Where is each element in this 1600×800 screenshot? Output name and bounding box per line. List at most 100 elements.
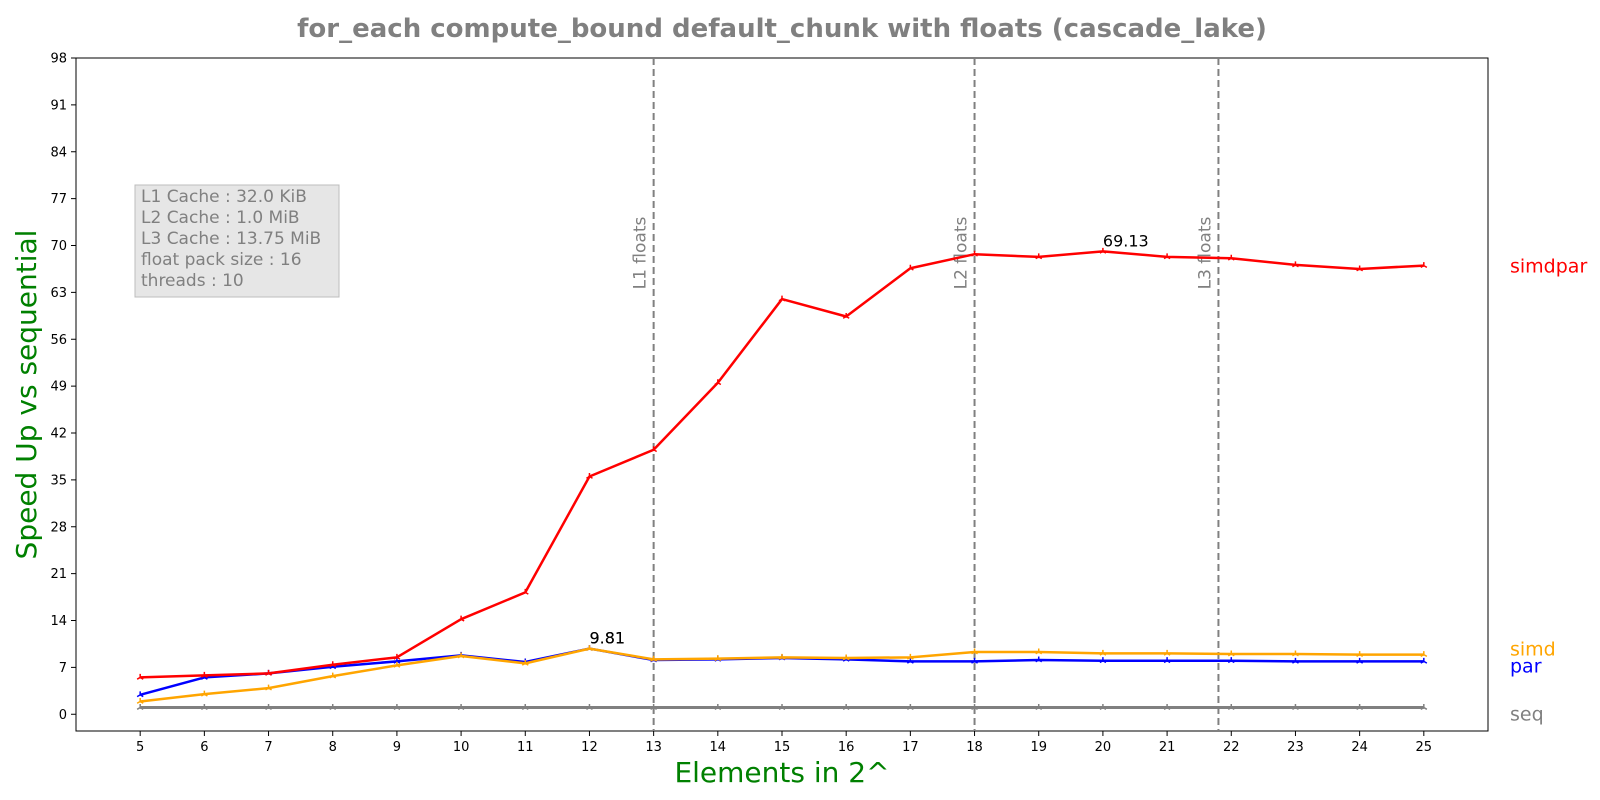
data-point-simdpar	[1420, 262, 1428, 268]
data-point-simd	[586, 645, 593, 652]
data-point-par	[1356, 657, 1364, 664]
data-point-simdpar	[200, 671, 208, 678]
data-point-simd	[714, 655, 722, 662]
data-label: 9.81	[589, 629, 625, 648]
y-tick-label: 35	[50, 473, 67, 488]
data-point-simdpar	[1099, 247, 1107, 254]
data-point-simd	[842, 654, 850, 661]
data-point-simdpar	[136, 673, 144, 680]
data-point-seq	[393, 704, 401, 710]
data-point-simdpar	[778, 295, 786, 302]
data-point-seq	[778, 704, 786, 710]
series-label-simd: simd	[1510, 639, 1556, 661]
info-box-bg	[134, 184, 340, 298]
data-point-simd	[650, 655, 658, 662]
y-tick-label: 77	[50, 192, 67, 207]
data-point-simd	[1163, 649, 1171, 656]
series-label-simdpar: simdpar	[1510, 256, 1587, 278]
data-point-seq	[586, 704, 593, 710]
cache-line-label: L2 floats	[952, 216, 972, 289]
x-tick-label: 13	[645, 740, 662, 755]
y-tick-label: 70	[50, 239, 67, 254]
x-tick-label: 17	[902, 740, 919, 755]
data-point-simd	[778, 653, 786, 660]
y-axis-label: Speed Up vs sequential	[10, 230, 43, 560]
data-point-seq	[1227, 704, 1235, 710]
data-point-seq	[265, 704, 272, 710]
data-point-seq	[200, 704, 208, 710]
data-point-seq	[457, 704, 465, 710]
data-label: 9.81	[589, 629, 625, 648]
y-tick-label: 84	[50, 145, 67, 160]
y-tick-label: 98	[50, 52, 67, 67]
cache-line-label: L1 floats	[631, 216, 651, 289]
y-tick-label: 42	[50, 427, 67, 442]
x-tick-label: 24	[1351, 740, 1368, 755]
y-tick-label: 0	[59, 708, 67, 723]
x-tick-label: 14	[710, 740, 727, 755]
data-point-seq	[521, 704, 529, 710]
data-point-simdpar	[457, 615, 465, 622]
plot-area	[75, 57, 1489, 732]
x-tick-label: 8	[329, 740, 337, 755]
data-point-simd	[971, 648, 978, 655]
cache-lines: L1 floats L2 floats L3 floats	[631, 58, 1220, 731]
x-tick-label: 7	[264, 740, 272, 755]
data-point-simd	[457, 652, 465, 659]
data-point-par	[1099, 657, 1107, 664]
x-tick-label: 11	[517, 740, 534, 755]
data-point-par	[136, 691, 144, 698]
x-tick-label: 16	[838, 740, 855, 755]
data-point-par	[971, 657, 978, 664]
y-tick-label: 28	[50, 520, 67, 535]
chart-title: for_each compute_bound default_chunk wit…	[297, 14, 1267, 44]
data-point-seq	[1099, 704, 1107, 710]
data-point-simdpar	[265, 669, 272, 676]
y-tick-label: 63	[50, 286, 67, 301]
y-tick-label: 91	[50, 98, 67, 113]
data-point-simdpar	[329, 661, 337, 668]
data-point-seq	[971, 704, 978, 710]
data-point-par	[1292, 657, 1299, 664]
data-point-par	[1035, 656, 1043, 663]
x-tick-label: 21	[1159, 740, 1176, 755]
data-point-par	[1420, 657, 1428, 664]
data-point-simdpar	[1035, 253, 1043, 260]
data-point-simdpar	[714, 379, 722, 386]
x-tick-label: 9	[393, 740, 401, 755]
x-tick-label: 22	[1223, 740, 1240, 755]
y-tick-label: 7	[59, 661, 67, 676]
series-group	[136, 247, 1428, 710]
x-tick-label: 6	[200, 740, 208, 755]
data-point-simd	[1099, 649, 1107, 656]
data-point-simdpar	[393, 653, 401, 660]
data-point-simdpar	[971, 250, 978, 257]
data-point-simd	[1292, 650, 1299, 657]
x-tick-label: 5	[136, 740, 144, 755]
data-point-simdpar	[521, 588, 529, 595]
x-tick-label: 12	[581, 740, 598, 755]
data-point-simdpar	[1163, 253, 1171, 260]
data-point-seq	[1420, 704, 1428, 710]
data-point-seq	[136, 704, 144, 710]
y-tick-label: 49	[50, 380, 67, 395]
data-point-simd	[906, 653, 914, 660]
data-point-par	[1163, 657, 1171, 664]
y-tick-label: 21	[50, 567, 67, 582]
data-point-simd	[329, 672, 337, 679]
x-tick-label: 20	[1095, 740, 1112, 755]
x-tick-label: 18	[966, 740, 983, 755]
data-point-simd	[200, 690, 208, 697]
info-line: threads : 10	[141, 271, 244, 291]
info-line: L1 Cache : 32.0 KiB	[141, 187, 307, 207]
x-tick-label: 25	[1416, 740, 1433, 755]
x-tick-label: 15	[774, 740, 791, 755]
series-label-seq: seq	[1510, 704, 1544, 726]
x-tick-label: 19	[1030, 740, 1047, 755]
data-point-simd	[1420, 651, 1428, 658]
info-line: L2 Cache : 1.0 MiB	[141, 208, 300, 228]
data-point-simdpar	[1292, 261, 1299, 268]
data-point-par	[1227, 657, 1235, 664]
data-point-simdpar	[586, 473, 593, 479]
